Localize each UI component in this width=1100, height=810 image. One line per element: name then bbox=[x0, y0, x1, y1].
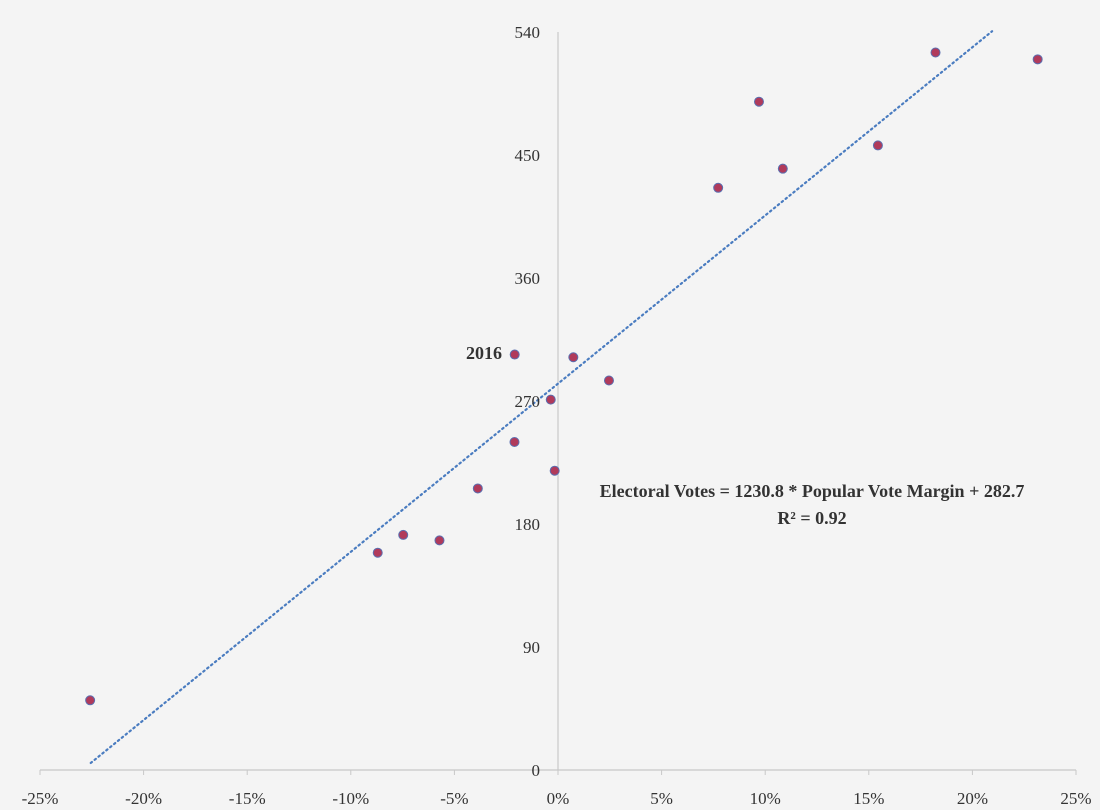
x-tick-label: 15% bbox=[853, 789, 884, 808]
data-point bbox=[85, 695, 96, 706]
data-point bbox=[568, 352, 579, 363]
trendline-group bbox=[89, 30, 994, 765]
x-tick-label: -20% bbox=[125, 789, 162, 808]
data-points bbox=[85, 47, 1043, 706]
x-tick-label: 0% bbox=[547, 789, 570, 808]
x-tick-label: -5% bbox=[440, 789, 468, 808]
x-tick-label: 5% bbox=[650, 789, 673, 808]
regression-equation: Electoral Votes = 1230.8 * Popular Vote … bbox=[600, 481, 1025, 501]
data-point bbox=[549, 465, 560, 476]
x-tick-label: -10% bbox=[332, 789, 369, 808]
trendline bbox=[89, 30, 994, 765]
data-point bbox=[753, 96, 764, 107]
data-point bbox=[509, 437, 520, 447]
data-point bbox=[472, 483, 483, 494]
data-point bbox=[713, 182, 724, 193]
data-point bbox=[930, 47, 941, 58]
r-squared-label: R² = 0.92 bbox=[777, 508, 846, 528]
axes bbox=[39, 32, 1077, 775]
y-tick-label: 0 bbox=[532, 761, 541, 780]
x-tick-label: -15% bbox=[229, 789, 266, 808]
data-point bbox=[545, 394, 556, 405]
y-tick-label: 540 bbox=[515, 23, 541, 42]
x-tick-label: 10% bbox=[750, 789, 781, 808]
y-tick-label: 450 bbox=[515, 146, 541, 165]
y-tick-label: 90 bbox=[523, 638, 540, 657]
data-point bbox=[872, 140, 883, 151]
data-point bbox=[603, 375, 614, 386]
y-tick-label: 180 bbox=[515, 515, 541, 534]
y-tick-label: 270 bbox=[515, 392, 541, 411]
x-tick-label: 25% bbox=[1060, 789, 1091, 808]
data-point bbox=[398, 529, 409, 540]
x-tick-label: 20% bbox=[957, 789, 988, 808]
data-point bbox=[777, 163, 788, 174]
data-point-2016 bbox=[509, 349, 520, 360]
y-tick-label: 360 bbox=[515, 269, 541, 288]
data-point bbox=[1032, 54, 1043, 65]
data-point bbox=[372, 547, 383, 558]
point-label-2016: 2016 bbox=[466, 343, 502, 363]
tick-labels: -25% -20% -15% -10% -5% 0% 5% 10% 15% 20% 25% 0 90 18… bbox=[22, 23, 1092, 808]
x-tick-label: -25% bbox=[22, 789, 59, 808]
data-point bbox=[434, 535, 445, 546]
